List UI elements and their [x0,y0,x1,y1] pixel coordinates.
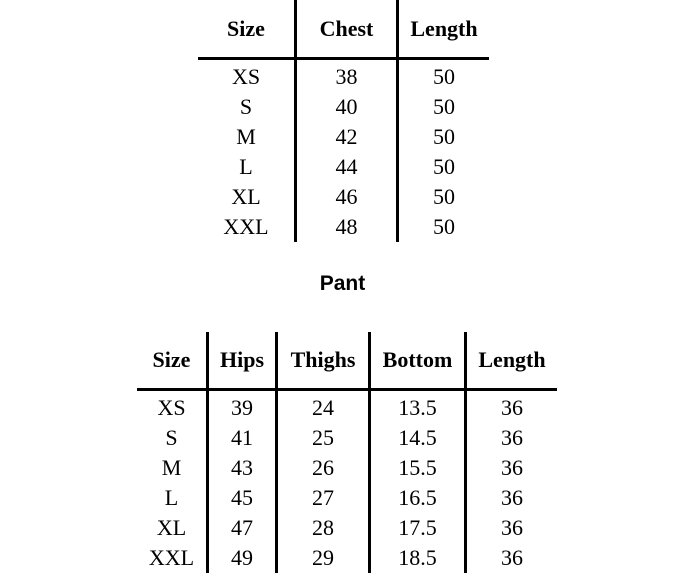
table-cell: 38 [294,58,398,92]
table-cell: XS [157,395,186,420]
column-header-length: Length [464,332,557,391]
table-cell: L [239,154,253,179]
table-cell: 25 [275,423,370,453]
table-cell: 50 [396,92,489,122]
table-cell: 16.5 [368,483,466,513]
table-cell: M [236,124,256,149]
header-row: Size Hips Thighs Bottom Length [137,332,557,391]
pant-title: Pant [319,272,366,295]
table-cell: 50 [396,122,489,152]
table-cell: 36 [464,513,557,543]
table-cell: S [165,425,178,450]
table-cell: XL [156,515,187,540]
table-row: L 44 50 [198,152,489,182]
table-cell: 15.5 [368,453,466,483]
header-row: Size Chest Length [198,0,489,60]
table-cell: 24 [275,389,370,423]
table-row: S 41 25 14.5 36 [137,423,557,453]
table-cell: 36 [464,423,557,453]
table-cell: 46 [294,182,398,212]
table-cell: 48 [294,212,398,242]
table-cell: 13.5 [368,389,466,423]
table-cell: 49 [206,543,277,573]
table-cell: 28 [275,513,370,543]
table-row: XL 47 28 17.5 36 [137,513,557,543]
top-size-table: Size Chest Length XS 38 50 S 40 50 M 42 50 L 44 50 XL 46… [198,0,489,242]
table-cell: 39 [206,389,277,423]
table-cell: 36 [464,389,557,423]
column-header-chest: Chest [294,0,398,60]
table-cell: 17.5 [368,513,466,543]
table-cell: 47 [206,513,277,543]
table-row: XS 38 50 [198,58,489,92]
table-cell: XS [231,64,261,89]
table-cell: 50 [396,58,489,92]
table-cell: 50 [396,152,489,182]
column-header-hips: Hips [206,332,277,391]
table-cell: 40 [294,92,398,122]
table-cell: 36 [464,543,557,573]
table-cell: 18.5 [368,543,466,573]
pant-size-table: Size Hips Thighs Bottom Length XS 39 24 13.5 36 S 4… [137,332,557,573]
table-cell: M [161,455,182,480]
table-cell: 14.5 [368,423,466,453]
table-cell: 44 [294,152,398,182]
table-row: XS 39 24 13.5 36 [137,389,557,423]
column-header-length: Length [396,0,489,60]
table-cell: XXL [148,545,195,570]
column-header-size: Size [137,332,208,391]
table-row: XL 46 50 [198,182,489,212]
table-cell: 36 [464,483,557,513]
table-cell: XL [231,184,261,209]
table-row: S 40 50 [198,92,489,122]
table-cell: XXL [223,214,269,239]
column-header-thighs: Thighs [275,332,370,391]
table-cell: 45 [206,483,277,513]
table-row: L 45 27 16.5 36 [137,483,557,513]
table-cell: 41 [206,423,277,453]
table-row: XXL 48 50 [198,212,489,242]
table-cell: 50 [396,212,489,242]
table-row: M 42 50 [198,122,489,152]
column-header-size: Size [198,0,296,60]
table-cell: 27 [275,483,370,513]
table-cell: S [239,94,253,119]
table-cell: 36 [464,453,557,483]
table-cell: L [164,485,179,510]
table-cell: 26 [275,453,370,483]
table-cell: 29 [275,543,370,573]
table-row: M 43 26 15.5 36 [137,453,557,483]
table-cell: 42 [294,122,398,152]
table-row: XXL 49 29 18.5 36 [137,543,557,573]
table-cell: 50 [396,182,489,212]
column-header-bottom: Bottom [368,332,466,391]
table-cell: 43 [206,453,277,483]
